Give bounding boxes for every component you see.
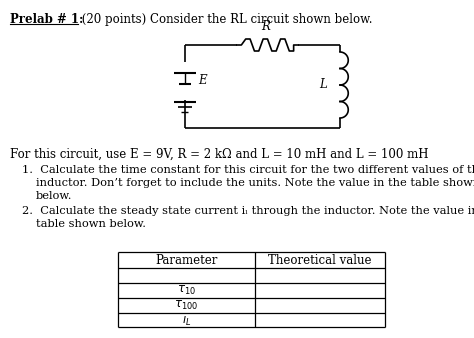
Text: R: R xyxy=(261,20,270,33)
Text: $i_L$: $i_L$ xyxy=(182,312,191,328)
Text: below.: below. xyxy=(36,191,73,201)
Text: 1.  Calculate the time constant for this circuit for the two different values of: 1. Calculate the time constant for this … xyxy=(22,165,474,175)
Text: inductor. Don’t forget to include the units. Note the value in the table shown: inductor. Don’t forget to include the un… xyxy=(36,178,474,188)
Text: For this circuit, use E = 9V, R = 2 kΩ and L = 10 mH and L = 100 mH: For this circuit, use E = 9V, R = 2 kΩ a… xyxy=(10,148,428,161)
Text: E: E xyxy=(198,74,207,88)
Text: L: L xyxy=(319,78,327,92)
Text: $\tau_{100}$: $\tau_{100}$ xyxy=(174,299,199,312)
Text: $\tau_{10}$: $\tau_{10}$ xyxy=(177,284,196,297)
Text: Parameter: Parameter xyxy=(155,254,218,266)
Text: 2.  Calculate the steady state current iₗ through the inductor. Note the value i: 2. Calculate the steady state current iₗ… xyxy=(22,206,474,216)
Text: (20 points) Consider the RL circuit shown below.: (20 points) Consider the RL circuit show… xyxy=(78,13,373,26)
Text: Prelab # 1:: Prelab # 1: xyxy=(10,13,83,26)
Text: Theoretical value: Theoretical value xyxy=(268,254,372,266)
Text: table shown below.: table shown below. xyxy=(36,219,146,229)
